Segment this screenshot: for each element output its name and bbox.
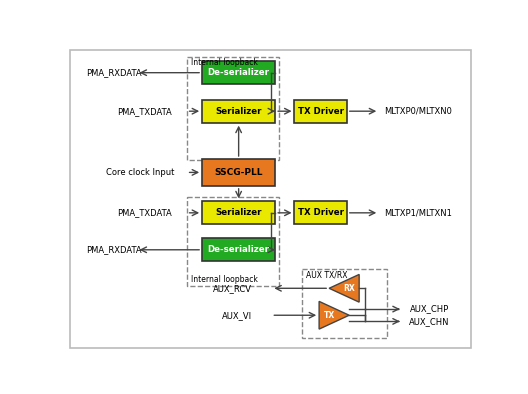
Bar (295, 201, 347, 224)
Text: PMA_TXDATA: PMA_TXDATA (117, 107, 172, 116)
Bar (202, 201, 275, 224)
Text: PMA_RXDATA: PMA_RXDATA (86, 68, 142, 77)
Bar (187, 56, 279, 160)
Text: Internal loopback: Internal loopback (191, 58, 257, 67)
Bar (302, 269, 387, 338)
Text: RX: RX (343, 284, 355, 293)
Text: AUX_CHN: AUX_CHN (409, 317, 449, 326)
Text: TX Driver: TX Driver (298, 208, 344, 217)
Bar (202, 100, 275, 123)
Bar (202, 238, 275, 261)
Bar (187, 197, 279, 286)
Text: SSCG-PLL: SSCG-PLL (214, 168, 263, 177)
Text: TX Driver: TX Driver (298, 107, 344, 116)
Text: MLTXP0/MLTXN0: MLTXP0/MLTXN0 (384, 107, 451, 116)
Text: Serializer: Serializer (215, 208, 262, 217)
Text: AUX_RCV: AUX_RCV (213, 284, 252, 293)
Bar (202, 159, 275, 186)
Text: MLTXP1/MLTXN1: MLTXP1/MLTXN1 (384, 208, 451, 217)
Text: Core clock Input: Core clock Input (106, 168, 175, 177)
Text: De-serializer: De-serializer (208, 68, 270, 77)
Bar (295, 100, 347, 123)
Text: AUX_CHP: AUX_CHP (410, 305, 449, 314)
Text: PMA_TXDATA: PMA_TXDATA (117, 208, 172, 217)
Text: Internal loopback: Internal loopback (191, 275, 257, 284)
Text: De-serializer: De-serializer (208, 245, 270, 254)
Text: AUX TX/RX: AUX TX/RX (306, 271, 347, 280)
Polygon shape (329, 275, 359, 302)
Text: AUX_VI: AUX_VI (222, 311, 252, 320)
Polygon shape (319, 301, 349, 329)
Text: PMA_RXDATA: PMA_RXDATA (86, 245, 142, 254)
Text: Serializer: Serializer (215, 107, 262, 116)
Bar (202, 61, 275, 84)
Text: TX: TX (324, 311, 335, 320)
